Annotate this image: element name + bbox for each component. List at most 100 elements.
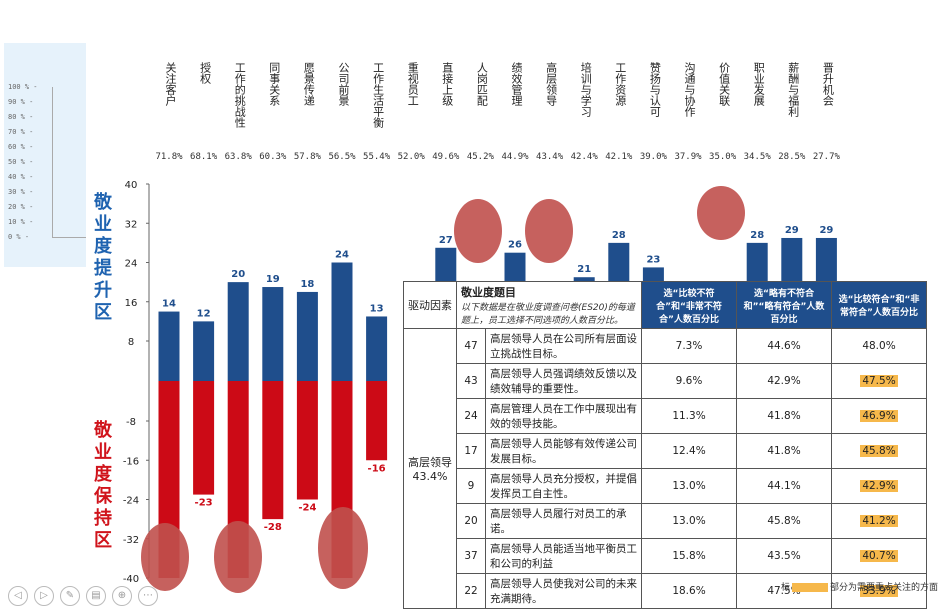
category-label: 沟通与协作 [683,62,696,117]
category-label: 关注客户 [164,62,177,106]
highlight-circle [141,523,189,591]
value-col-2: 43.5% [736,538,832,574]
category-label: 绩效管理 [510,62,523,106]
bar-lower [296,381,318,500]
category-label: 愿景传递 [302,62,316,106]
category-percentage: 35.0% [709,152,737,162]
driver-cell: 高层领导43.4% [403,328,457,609]
category-label: 重视员工 [406,62,420,106]
bar-upper-label: 29 [785,225,799,236]
left-scale-axis [52,87,53,237]
left-scale-tick: 10 % - [8,218,34,226]
table-row: 9 高层领导人员充分授权，并提倡发挥员工自主性。 13.0% 44.1% 42.9% [404,468,927,504]
highlight-circle [525,199,573,263]
value-col-1: 15.8% [641,538,737,574]
item-text: 高层领导人员能适当地平衡员工和公司的利益 [485,538,642,574]
left-scale-tick: 40 % - [8,173,34,181]
value-col-3: 40.7% [831,538,927,574]
bar-upper-label: 18 [300,279,314,290]
category-percentage: 39.0% [639,152,667,162]
header-col-3: 选“比较符合”和“非常符合”人数百分比 [831,281,927,329]
left-scale-tick: 50 % - [8,158,34,166]
bar-lower-label: -16 [368,463,386,474]
item-number: 9 [456,468,486,504]
category-label: 培训与学习 [579,62,593,117]
bar-upper-label: 28 [612,230,626,241]
category-label: 工作的挑战性 [233,62,247,128]
item-number: 47 [456,328,486,364]
y-tick-label: -32 [123,535,139,546]
category-percentage: 56.5% [328,152,356,162]
y-tick-label: -8 [126,417,136,428]
note-suffix: 部分为需要重点关注的方面 [830,583,939,593]
left-scale-baseline [52,237,86,238]
category-percentage: 44.9% [501,152,529,162]
more-icon[interactable]: ⋯ [138,586,158,606]
table-row: 24 高层管理人员在工作中展现出有效的领导技能。 11.3% 41.8% 46.9% [404,398,927,434]
bar-lower-label: -24 [298,503,316,514]
nav-prev-icon[interactable]: ◁ [8,586,28,606]
category-label: 工作资源 [613,62,627,106]
item-number: 20 [456,503,486,539]
value-col-1: 18.6% [641,573,737,609]
bar-upper [158,311,180,381]
bar-upper-label: 14 [162,299,176,310]
nav-next-icon[interactable]: ▷ [34,586,54,606]
left-scale-tick: 80 % - [8,113,34,121]
category-percentage: 45.2% [466,152,494,162]
category-percentage: 28.5% [778,152,806,162]
header-col-2: 选“略有不符合和”“略有符合”人数百分比 [736,281,832,329]
value-col-1: 9.6% [641,363,737,399]
category-percentage: 42.1% [605,152,633,162]
bar-upper-label: 19 [266,274,280,285]
category-label: 价值关联 [717,62,731,106]
category-percentage: 49.6% [432,152,460,162]
header-item-note: 以下数据是在敬业度调查问卷(ES20)的每道题上，员工选择不同选项的人数百分比。 [461,303,635,326]
zone-label-lower: 敬业度保持区 [94,420,112,551]
zoom-icon[interactable]: ⊕ [112,586,132,606]
header-item: 敬业度题目 以下数据是在敬业度调查问卷(ES20)的每道题上，员工选择不同选项的… [456,281,642,329]
y-tick-label: -40 [123,574,139,585]
survey-item-table: 驱动因素 敬业度题目 以下数据是在敬业度调查问卷(ES20)的每道题上，员工选择… [403,281,927,609]
category-label: 职业发展 [752,62,766,106]
item-text: 高层领导人员使我对公司的未来充满期待。 [485,573,642,609]
category-label: 人岗匹配 [475,62,489,106]
category-percentage: 27.7% [812,152,840,162]
item-number: 22 [456,573,486,609]
header-col-1: 选“比较不符合”和“非常不符合”人数百分比 [641,281,737,329]
category-percentage: 55.4% [363,152,391,162]
category-label: 晋升机会 [821,62,835,106]
category-label: 薪酬与福利 [786,62,800,117]
value-col-2: 42.9% [736,363,832,399]
bar-lower [193,381,215,495]
value-col-2: 41.8% [736,433,832,469]
table-row: 高层领导43.4% 47 高层领导人员在公司所有层面设立挑战性目标。 7.3% 44.6… [403,328,927,609]
pen-icon[interactable]: ✎ [60,586,80,606]
category-percentage: 60.3% [259,152,287,162]
bar-upper-label: 23 [646,254,660,265]
category-percentage: 34.5% [743,152,771,162]
highlight-circle [318,507,368,589]
category-label: 工作生活平衡 [371,62,385,128]
item-number: 24 [456,398,486,434]
y-tick-label: 8 [128,337,134,348]
category-percentage: 37.9% [674,152,702,162]
category-percentage: 52.0% [397,152,425,162]
zone-label-upper: 敬业度提升区 [94,192,112,323]
bar-lower [262,381,284,520]
bar-upper-label: 13 [370,303,384,314]
highlight-circle [454,199,502,263]
note-prefix: 标 [781,583,791,593]
value-col-3: 48.0% [831,328,927,364]
left-scale-tick: 0 % - [8,233,30,241]
value-col-1: 13.0% [641,503,737,539]
bar-upper [331,262,353,381]
item-number: 43 [456,363,486,399]
slides-icon[interactable]: ▤ [86,586,106,606]
left-scale-tick: 100 % - [8,83,38,91]
y-tick-label: 24 [125,259,138,270]
bar-upper-label: 21 [577,264,591,275]
bar-upper-label: 24 [335,250,349,261]
bar-upper-label: 27 [439,235,453,246]
